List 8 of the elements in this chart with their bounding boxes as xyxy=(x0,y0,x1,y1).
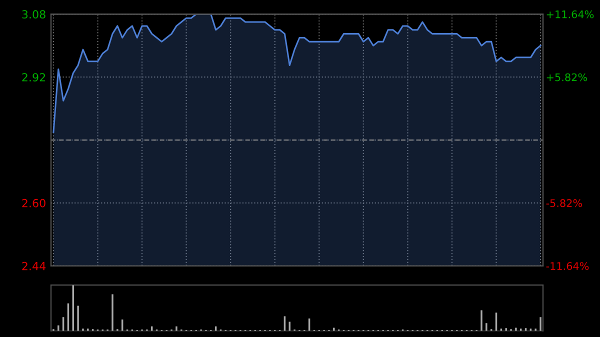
y2-tick-label: -5.82% xyxy=(546,199,582,208)
y-tick-label: 2.92 xyxy=(22,73,46,82)
y-tick-label: 2.44 xyxy=(22,262,46,270)
y-tick-label: 3.08 xyxy=(22,10,46,19)
y2-tick-label: +11.64% xyxy=(546,10,594,18)
y-tick-label: 2.60 xyxy=(22,198,46,208)
y2-tick-label: -11.64% xyxy=(546,262,589,270)
y2-tick-label: +5.82% xyxy=(546,73,588,82)
